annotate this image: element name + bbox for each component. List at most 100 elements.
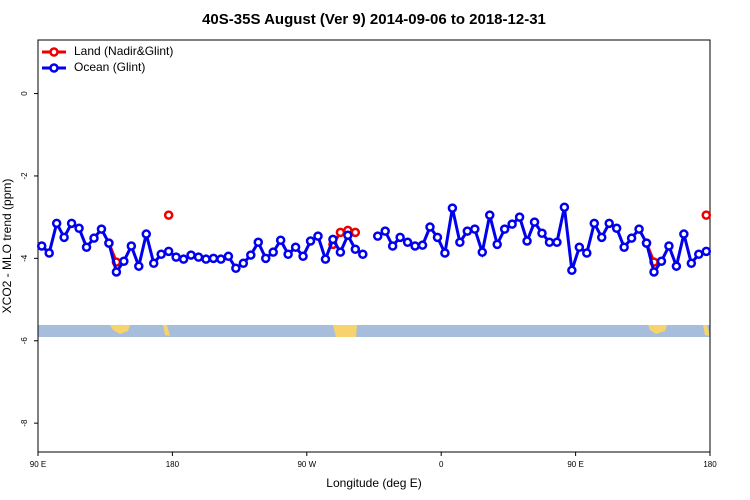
point — [380, 226, 390, 236]
map-strip — [38, 325, 710, 337]
point — [275, 235, 286, 245]
point — [671, 261, 682, 271]
legend-label: Ocean (Glint) — [74, 60, 145, 74]
point — [686, 258, 697, 269]
point — [148, 258, 159, 269]
point — [36, 241, 47, 251]
point — [470, 224, 480, 234]
point — [701, 246, 712, 257]
point — [193, 252, 204, 262]
legend-marker — [49, 63, 59, 73]
point — [111, 267, 122, 277]
point — [604, 218, 614, 229]
point — [514, 212, 525, 222]
point — [74, 223, 84, 234]
point — [89, 233, 99, 243]
point — [283, 249, 293, 259]
point — [290, 242, 301, 252]
point — [350, 244, 361, 255]
point — [126, 241, 137, 251]
point — [238, 258, 249, 269]
point — [544, 237, 555, 248]
x-tick-label: 0 — [439, 460, 444, 469]
point — [350, 227, 361, 238]
point — [574, 242, 585, 252]
x-axis-label: Longitude (deg E) — [326, 476, 421, 490]
point — [246, 250, 256, 260]
point — [649, 267, 659, 277]
point — [492, 239, 502, 250]
point — [567, 265, 577, 276]
point — [44, 248, 54, 258]
point — [81, 242, 92, 252]
point — [298, 251, 308, 262]
plot-frame — [37, 39, 711, 453]
y-tick-label: -6 — [20, 337, 29, 345]
x-tick-label: 180 — [166, 460, 180, 469]
point — [208, 253, 219, 264]
point — [104, 238, 114, 248]
y-axis-label: XCO2 - MLO trend (ppm) — [0, 179, 14, 314]
point — [320, 254, 331, 264]
y-tick-label: 0 — [20, 91, 29, 96]
point — [410, 241, 420, 251]
land-blob — [648, 325, 667, 334]
point — [51, 218, 62, 229]
point — [484, 210, 495, 220]
point — [335, 227, 346, 238]
point — [186, 250, 196, 260]
land-blob — [333, 325, 357, 337]
point — [134, 261, 144, 271]
point — [664, 241, 674, 251]
point — [507, 219, 517, 229]
point — [634, 224, 644, 234]
point — [477, 247, 488, 257]
point — [96, 224, 107, 234]
point — [201, 254, 211, 264]
point — [372, 231, 383, 241]
point — [253, 237, 264, 248]
chart-title: 40S-35S August (Ver 9) 2014-09-06 to 201… — [202, 11, 546, 28]
y-tick-label: -2 — [20, 172, 29, 180]
land-blob — [703, 325, 710, 336]
point — [455, 237, 465, 248]
point — [499, 224, 510, 234]
point — [156, 249, 166, 259]
point — [178, 254, 189, 264]
point — [328, 234, 338, 245]
point — [305, 236, 316, 246]
land-blob — [110, 325, 130, 334]
land-blob — [163, 325, 170, 336]
point — [447, 203, 458, 213]
point — [171, 252, 181, 262]
x-tick-label: 90 W — [297, 460, 316, 469]
point — [417, 240, 428, 250]
point — [679, 229, 689, 239]
point — [611, 223, 622, 234]
point — [395, 232, 405, 243]
point — [529, 217, 540, 227]
point — [119, 256, 129, 266]
point — [387, 241, 398, 251]
x-tick-label: 180 — [703, 460, 717, 469]
point — [402, 237, 413, 248]
point — [163, 246, 174, 257]
point — [462, 226, 473, 236]
legend-marker — [49, 47, 59, 57]
point — [59, 232, 69, 243]
point — [552, 237, 562, 248]
point — [66, 218, 77, 229]
point — [260, 253, 271, 264]
point — [425, 222, 435, 232]
point — [522, 236, 532, 246]
point — [537, 228, 547, 238]
point — [268, 247, 278, 257]
point — [343, 230, 353, 241]
point — [440, 248, 450, 258]
point — [626, 233, 637, 243]
x-tick-label: 90 E — [567, 460, 583, 469]
point — [313, 231, 323, 241]
point — [619, 242, 629, 252]
point — [559, 202, 570, 213]
